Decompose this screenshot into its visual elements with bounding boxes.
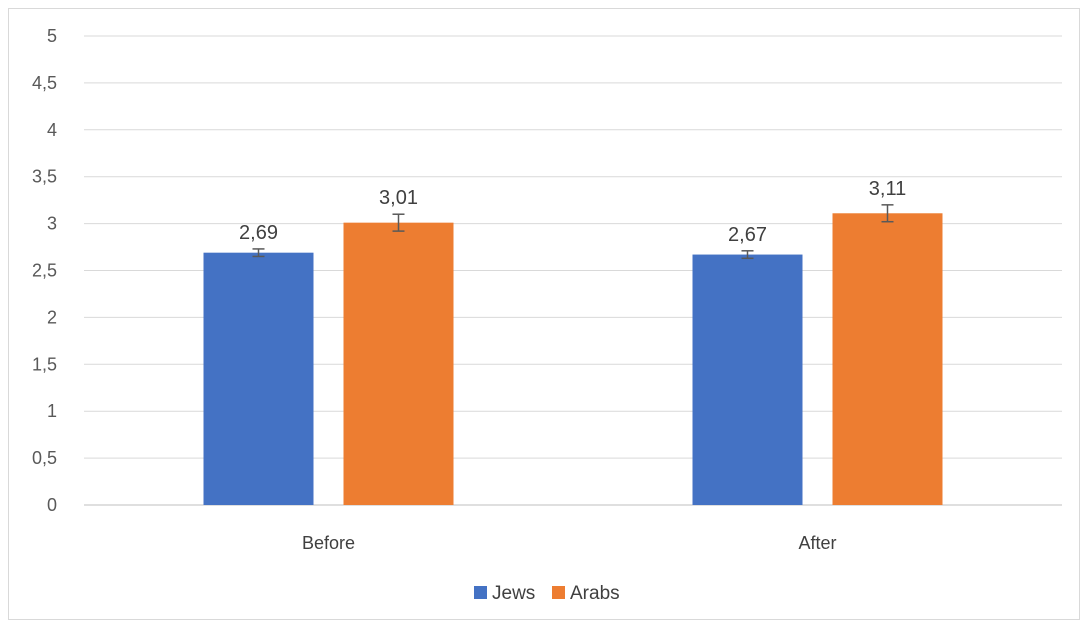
bar-arabs-after [832, 213, 943, 506]
data-label: 2,67 [728, 224, 767, 246]
legend: Jews Arabs [474, 583, 620, 604]
y-tick-label: 1,5 [32, 354, 57, 374]
bars: 2,69 3,01 2,67 3,11 [203, 178, 943, 506]
bar-arabs-before [343, 222, 454, 506]
legend-label: Arabs [570, 583, 620, 604]
x-category-label: After [798, 533, 836, 553]
y-tick-label: 5 [47, 26, 57, 46]
y-tick-label: 3,5 [32, 167, 57, 187]
data-label: 3,01 [379, 187, 418, 209]
y-tick-label: 2 [47, 307, 57, 327]
x-axis: Before After [302, 533, 837, 553]
data-label: 2,69 [239, 222, 278, 244]
y-tick-label: 0 [47, 495, 57, 515]
legend-swatch [552, 586, 565, 599]
y-tick-label: 3 [47, 214, 57, 234]
bar-jews-after [692, 254, 803, 505]
y-tick-label: 0,5 [32, 448, 57, 468]
y-tick-label: 4 [47, 120, 57, 140]
bar-jews-before [203, 252, 314, 505]
y-tick-label: 2,5 [32, 261, 57, 281]
legend-swatch [474, 586, 487, 599]
y-tick-label: 1 [47, 401, 57, 421]
data-label: 3,11 [869, 178, 906, 200]
legend-label: Jews [492, 583, 535, 604]
y-axis: 0 0,5 1 1,5 2 2,5 3 3,5 4 4,5 5 [32, 26, 57, 515]
x-category-label: Before [302, 533, 355, 553]
y-tick-label: 4,5 [32, 73, 57, 93]
